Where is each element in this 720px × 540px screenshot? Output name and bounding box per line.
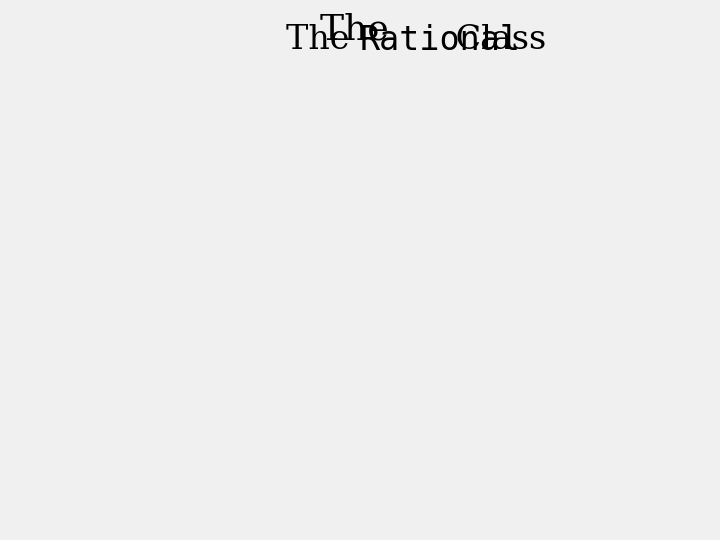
Text: Rational: Rational <box>360 24 521 57</box>
Text: The: The <box>320 13 400 47</box>
Text: Class: Class <box>360 24 546 56</box>
Text: The: The <box>286 24 360 56</box>
